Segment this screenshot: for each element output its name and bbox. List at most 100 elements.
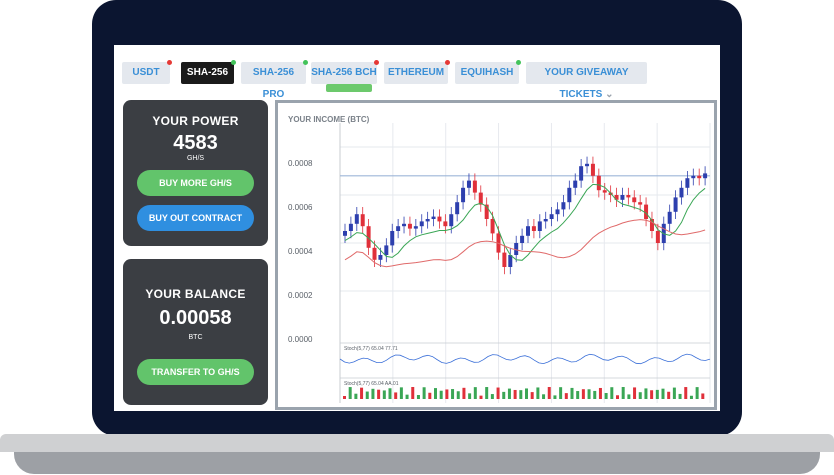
volume-bar (456, 391, 460, 399)
volume-bar (564, 393, 568, 399)
volume-bar (382, 390, 386, 399)
volume-bar (701, 393, 705, 399)
power-unit: GH/S (186, 155, 205, 162)
candle-body (490, 219, 495, 234)
tab-sha256-bch[interactable]: SHA-256 BCH (311, 60, 379, 84)
volume-bar (667, 391, 671, 399)
candle-body (697, 175, 702, 179)
volume-bar (439, 390, 443, 399)
candle-body (632, 197, 637, 203)
candle-body (508, 255, 513, 267)
candle-body (537, 221, 542, 231)
volume-bar (684, 387, 688, 399)
chevron-down-icon: ⌄ (605, 89, 614, 100)
candle-body (602, 190, 607, 193)
indicator-line (339, 353, 711, 365)
candle-body (472, 180, 477, 193)
candle-body (626, 195, 631, 198)
transfer-button[interactable]: TRANSFER TO GH/S (137, 359, 254, 385)
candle-body (667, 211, 672, 224)
tab-sha256[interactable]: SHA-256 (181, 60, 236, 84)
volume-bar (621, 387, 625, 399)
volume-bar (655, 389, 659, 399)
tab-subtag (326, 84, 372, 92)
volume-bar (689, 395, 693, 399)
buy-more-button[interactable]: BUY MORE GH/S (137, 170, 254, 196)
candle-body (649, 219, 654, 231)
volume-bar (616, 395, 619, 399)
volume-bar (434, 388, 437, 399)
volume-bar (365, 391, 369, 399)
candle-body (354, 214, 359, 224)
volume-bar (587, 389, 591, 399)
volume-bar (343, 396, 346, 399)
candle-body (514, 243, 519, 255)
candle-body (402, 223, 407, 227)
volume-bar (507, 388, 511, 399)
price-plot (339, 123, 711, 403)
tab-sha256-pro[interactable]: SHA-256 PRO (241, 60, 308, 100)
y-tick: 0.0006 (288, 203, 313, 212)
tab-giveaway-tickets[interactable]: YOUR GIVEAWAY TICKETS ⌄ (526, 62, 647, 100)
candle-body (549, 214, 554, 219)
volume-bar (513, 389, 517, 399)
volume-bar (581, 389, 585, 399)
candle-body (384, 245, 389, 255)
volume-bar (627, 394, 631, 399)
volume-bar (371, 388, 375, 399)
candle-body (644, 204, 649, 219)
tab-ethereum[interactable]: ETHEREUM (384, 60, 450, 84)
volume-bar (405, 394, 409, 399)
balance-unit: BTC (188, 334, 203, 341)
candle-body (390, 231, 395, 246)
candle-body (685, 178, 690, 188)
y-tick: 0.0002 (288, 291, 313, 300)
candle-body (455, 202, 460, 215)
income-chart: YOUR INCOME (BTC) 0.0008 0.0006 0.0004 0… (275, 100, 717, 410)
volume-bar (593, 390, 597, 399)
candle-body (596, 175, 601, 191)
indicator-label-1: Stoch(5,77) 65.04 77.71 (344, 346, 398, 352)
candle-body (443, 221, 448, 227)
volume-bar (502, 391, 506, 399)
candle-body (378, 255, 383, 260)
ma-line-green (344, 183, 706, 261)
candle-body (348, 223, 353, 231)
candle-body (343, 231, 347, 236)
app-screen: USDT SHA-256 SHA-256 PRO SHA-256 BCH ETH… (114, 45, 720, 411)
volume-bar (542, 394, 546, 399)
candle-body (655, 231, 660, 243)
candle-body (555, 209, 560, 215)
tab-equihash[interactable]: EQUIHASH (455, 60, 521, 84)
candle-body (366, 226, 371, 248)
volume-bar (490, 394, 494, 399)
balance-value: 0.00058 (159, 307, 232, 329)
candle-body (567, 187, 572, 203)
volume-bar (536, 387, 540, 399)
buy-out-contract-button[interactable]: BUY OUT CONTRACT (137, 205, 254, 231)
candle-body (431, 216, 436, 219)
candle-body (372, 247, 377, 260)
volume-bar (348, 387, 352, 399)
power-value: 4583 (173, 132, 218, 154)
volume-bar (576, 391, 580, 399)
candle-body (413, 226, 418, 229)
volume-bar (388, 388, 392, 399)
candle-body (703, 173, 708, 179)
volume-bar (610, 387, 614, 399)
ma-line-red (344, 219, 706, 268)
tab-usdt[interactable]: USDT (122, 60, 172, 84)
candle-body (407, 223, 412, 229)
candle-body (478, 192, 483, 205)
volume-bar (399, 387, 403, 399)
volume-bar (672, 387, 676, 399)
candle-body (437, 216, 442, 222)
candle-body (579, 166, 584, 181)
volume-bar (644, 388, 648, 399)
volume-bar (416, 395, 420, 399)
volume-bar (479, 395, 483, 399)
volume-bar (678, 393, 682, 399)
candle-body (520, 235, 525, 243)
y-tick: 0.0008 (288, 159, 313, 168)
candle-body (396, 226, 401, 231)
